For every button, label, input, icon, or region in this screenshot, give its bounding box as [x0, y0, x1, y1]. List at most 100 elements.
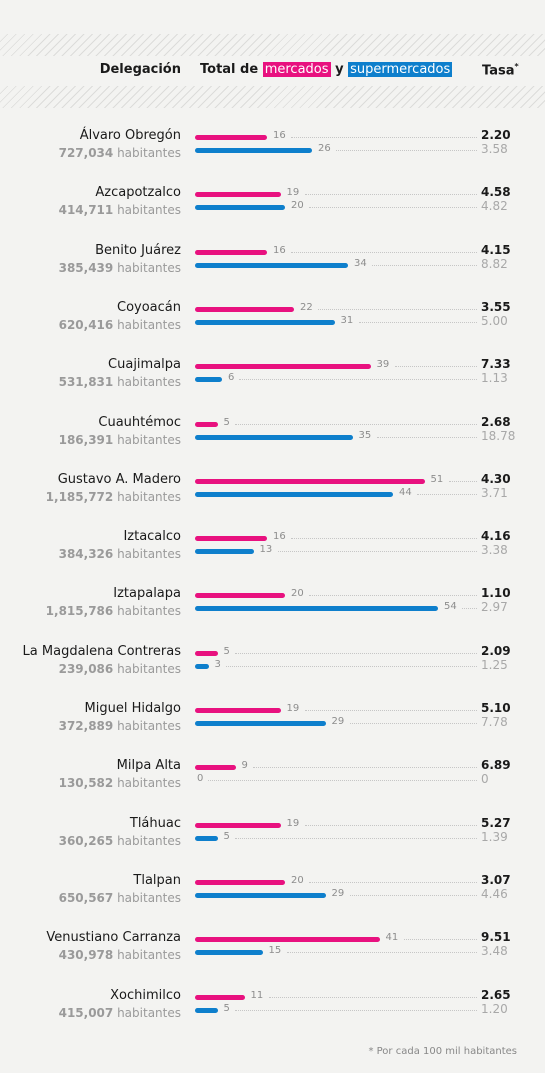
supermercados-rate: 18.78 — [481, 429, 516, 443]
chart-row: Tláhuac 360,265 habitantes 19 5.27 5 1.39 — [0, 816, 545, 856]
delegacion-name: La Magdalena Contreras — [22, 644, 181, 659]
mercados-value-label: 39 — [376, 359, 390, 370]
delegacion-name: Miguel Hidalgo — [84, 701, 181, 716]
supermercados-rate: 0 — [481, 772, 489, 786]
mercados-bar — [195, 479, 425, 484]
mercados-bar — [195, 937, 380, 942]
supermercados-value-label: 5 — [223, 1003, 230, 1014]
population-value: 239,086 — [58, 662, 114, 676]
header-hatch-bottom — [0, 86, 545, 108]
mercados-value-label: 5 — [223, 417, 230, 428]
mercados-leader-dots — [252, 767, 477, 768]
supermercados-leader-dots — [358, 322, 477, 323]
supermercados-bar — [195, 205, 285, 210]
population-value: 650,567 — [58, 891, 114, 905]
supermercados-value-label: 0 — [197, 773, 204, 784]
mercados-bar — [195, 651, 218, 656]
delegacion-name: Benito Juárez — [95, 243, 181, 258]
supermercados-value-label: 31 — [340, 315, 354, 326]
supermercados-bar — [195, 606, 438, 611]
supermercados-leader-dots — [372, 265, 477, 266]
supermercados-value-label: 15 — [268, 945, 282, 956]
mercados-rate: 2.68 — [481, 415, 511, 429]
population-label: 1,815,786 habitantes — [46, 604, 181, 618]
supermercados-rate: 4.82 — [481, 199, 508, 213]
mercados-value-label: 41 — [385, 932, 399, 943]
mercados-bar — [195, 708, 281, 713]
supermercados-bar — [195, 893, 326, 898]
chart-row: Álvaro Obregón 727,034 habitantes 16 2.20 26… — [0, 128, 545, 168]
mercados-value-label: 22 — [300, 302, 313, 313]
supermercados-value-label: 54 — [444, 601, 457, 612]
delegacion-name: Venustiano Carranza — [46, 930, 181, 945]
supermercados-bar — [195, 549, 254, 554]
population-label: 430,978 habitantes — [59, 948, 181, 962]
mercados-value-label: 16 — [273, 245, 286, 256]
supermercados-value-label: 13 — [259, 544, 273, 555]
mercados-value-label: 19 — [286, 703, 300, 714]
delegacion-name: Iztapalapa — [113, 586, 181, 601]
mercados-leader-dots — [403, 939, 477, 940]
supermercados-bar — [195, 721, 326, 726]
delegacion-name: Álvaro Obregón — [79, 128, 181, 143]
supermercados-bar — [195, 1008, 218, 1013]
population-value: 372,889 — [58, 719, 114, 733]
population-label: 360,265 habitantes — [59, 834, 181, 848]
supermercados-leader-dots — [286, 952, 477, 953]
chart-row: Iztapalapa 1,815,786 habitantes 20 1.10 54 2.… — [0, 586, 545, 626]
population-label: 620,416 habitantes — [59, 318, 181, 332]
mercados-value-label: 5 — [223, 646, 230, 657]
population-unit: habitantes — [117, 547, 181, 561]
supermercados-legend: supermercados — [348, 62, 453, 77]
population-unit: habitantes — [117, 433, 181, 447]
delegacion-name: Cuajimalpa — [108, 357, 181, 372]
y-connector: y — [335, 62, 344, 77]
mercados-legend: mercados — [262, 62, 331, 77]
population-value: 727,034 — [58, 146, 114, 160]
mercados-value-label: 51 — [430, 474, 444, 485]
supermercados-value-label: 5 — [223, 831, 230, 842]
tasa-column-header: Tasa* — [482, 62, 519, 78]
population-label: 415,007 habitantes — [59, 1006, 181, 1020]
supermercados-leader-dots — [462, 608, 477, 609]
chart-row: Gustavo A. Madero 1,185,772 habitantes 51 4… — [0, 472, 545, 512]
mercados-rate: 2.65 — [481, 988, 511, 1002]
supermercados-bar — [195, 377, 222, 382]
mercados-rate: 3.55 — [481, 300, 511, 314]
supermercados-rate: 1.13 — [481, 371, 508, 385]
mercados-leader-dots — [291, 137, 477, 138]
population-label: 384,326 habitantes — [59, 547, 181, 561]
population-unit: habitantes — [117, 604, 181, 618]
supermercados-value-label: 34 — [354, 258, 367, 269]
mercados-value-label: 19 — [286, 818, 300, 829]
mercados-value-label: 11 — [250, 990, 264, 1001]
mercados-leader-dots — [394, 366, 477, 367]
mercados-rate: 6.89 — [481, 758, 511, 772]
supermercados-rate: 1.39 — [481, 830, 508, 844]
supermercados-rate: 1.25 — [481, 658, 508, 672]
supermercados-rate: 2.97 — [481, 600, 508, 614]
supermercados-leader-dots — [225, 666, 477, 667]
mercados-bar — [195, 250, 267, 255]
population-unit: habitantes — [117, 375, 181, 389]
supermercados-bar — [195, 435, 353, 440]
supermercados-bar — [195, 664, 209, 669]
chart-row: Xochimilco 415,007 habitantes 11 2.65 5 1.20 — [0, 988, 545, 1028]
population-value: 186,391 — [58, 433, 114, 447]
population-unit: habitantes — [117, 146, 181, 160]
mercados-leader-dots — [318, 309, 477, 310]
population-value: 531,831 — [58, 375, 114, 389]
population-label: 372,889 habitantes — [59, 719, 181, 733]
mercados-bar — [195, 995, 245, 1000]
supermercados-value-label: 20 — [291, 200, 304, 211]
mercados-rate: 4.15 — [481, 243, 511, 257]
delegacion-name: Azcapotzalco — [95, 185, 181, 200]
population-unit: habitantes — [117, 261, 181, 275]
mercados-leader-dots — [268, 997, 477, 998]
mercados-rate: 4.58 — [481, 185, 511, 199]
population-label: 130,582 habitantes — [59, 776, 181, 790]
delegacion-column-header: Delegación — [99, 62, 181, 77]
mercados-value-label: 19 — [286, 187, 300, 198]
population-unit: habitantes — [117, 490, 181, 504]
delegacion-name: Tlalpan — [133, 873, 181, 888]
